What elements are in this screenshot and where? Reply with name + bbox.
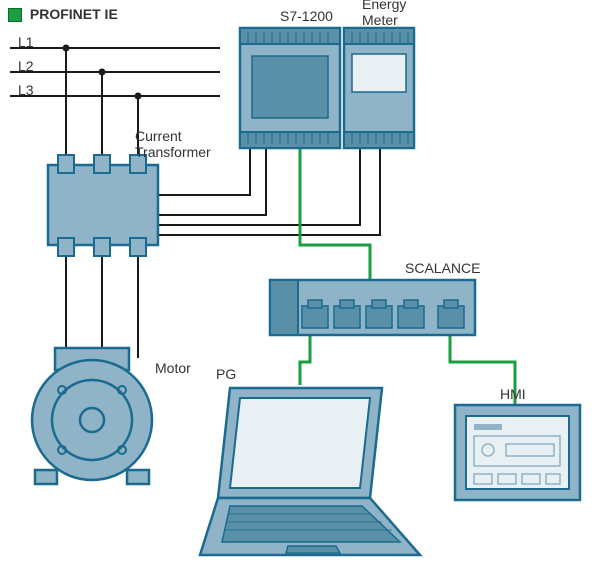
pg-label: PG <box>216 366 236 382</box>
motor <box>32 348 152 484</box>
energy-meter-label: Energy Meter <box>362 0 406 28</box>
diagram-svg <box>0 0 600 582</box>
current-transformer <box>48 155 158 256</box>
phase-l2-label: L2 <box>18 58 34 74</box>
plc-s7-1200 <box>240 28 340 148</box>
scalance-switch <box>270 280 475 335</box>
plc-label: S7-1200 <box>280 8 333 24</box>
transformer-label: Current Transformer <box>135 128 211 160</box>
phase-l3-label: L3 <box>18 82 34 98</box>
hmi-panel <box>455 405 580 500</box>
hmi-label: HMI <box>500 386 526 402</box>
phase-lines <box>10 45 220 100</box>
profinet-wires <box>300 148 515 405</box>
motor-label: Motor <box>155 360 191 376</box>
pg-laptop <box>200 388 420 555</box>
phase-l1-label: L1 <box>18 34 34 50</box>
energy-meter <box>344 28 414 148</box>
scalance-label: SCALANCE <box>405 260 480 276</box>
industrial-network-diagram: PROFINET IE <box>0 0 600 582</box>
